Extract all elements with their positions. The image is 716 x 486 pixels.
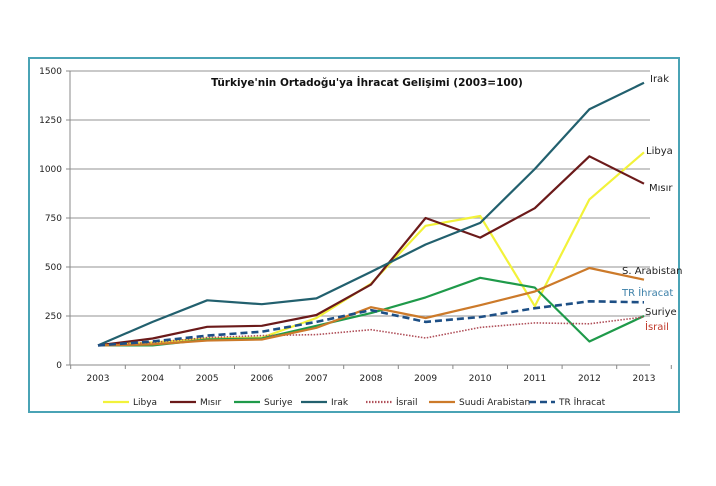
x-tick-label: 2005 xyxy=(196,374,219,384)
end-label: Mısır xyxy=(649,183,673,194)
x-tick-label: 2011 xyxy=(523,374,546,384)
series-line-mısır xyxy=(97,155,645,347)
legend: Libya Mısır Suriye Irak İsrail Suudi Arabista… xyxy=(103,397,606,408)
legend-label: TR İhracat xyxy=(558,397,606,408)
x-tick-label: 2007 xyxy=(305,374,328,384)
legend-label: Suriye xyxy=(264,398,293,408)
end-label: Libya xyxy=(646,146,673,157)
x-tick-label: 2006 xyxy=(250,374,273,384)
x-tick-label: 2008 xyxy=(360,374,383,384)
chart-frame: 0 250 500 750 1000 1250 1500 2003 2004 2005 2006 20… xyxy=(28,57,682,413)
x-tick-label: 2012 xyxy=(578,374,601,384)
legend-label: Irak xyxy=(331,398,349,408)
legend-label: Mısır xyxy=(200,398,221,408)
y-tick-label: 250 xyxy=(45,312,62,322)
x-tick-label: 2010 xyxy=(469,374,492,384)
series-line-irak xyxy=(97,81,645,347)
legend-label: Suudi Arabistan xyxy=(459,398,530,408)
line-chart: 0 250 500 750 1000 1250 1500 2003 2004 2005 2006 20… xyxy=(39,67,682,408)
y-tick-label: 1500 xyxy=(39,67,62,77)
end-labels: Libya Mısır Suriye Irak İsrail S. Arabistan TR… xyxy=(621,74,682,333)
end-label: Suriye xyxy=(645,307,677,318)
chart-title: Türkiye'nin Ortadoğu'ya İhracat Gelişimi… xyxy=(211,75,523,89)
series-line-i̇srail xyxy=(97,316,645,347)
end-label: S. Arabistan xyxy=(622,266,682,277)
end-label: Irak xyxy=(650,74,669,85)
y-tick-label: 500 xyxy=(45,263,62,273)
series-lines xyxy=(97,81,645,347)
series-line-tr-i̇hracat xyxy=(97,300,645,347)
y-tick-label: 1250 xyxy=(39,116,62,126)
x-tick-label: 2004 xyxy=(141,374,164,384)
x-tick-label: 2013 xyxy=(633,374,656,384)
series-line-suudi-arabistan xyxy=(97,266,645,347)
y-tick-label: 0 xyxy=(56,361,62,371)
legend-label: İsrail xyxy=(396,397,418,408)
x-tick-label: 2003 xyxy=(87,374,110,384)
y-tick-label: 1000 xyxy=(39,165,62,175)
y-tick-label: 750 xyxy=(45,214,62,224)
gridlines xyxy=(70,70,650,317)
x-tick-label: 2009 xyxy=(414,374,437,384)
axes: 0 250 500 750 1000 1250 1500 2003 2004 2005 2006 20… xyxy=(39,67,672,384)
end-label: TR İhracat xyxy=(621,286,673,299)
legend-label: Libya xyxy=(133,398,157,408)
end-label: İsrail xyxy=(645,320,669,333)
